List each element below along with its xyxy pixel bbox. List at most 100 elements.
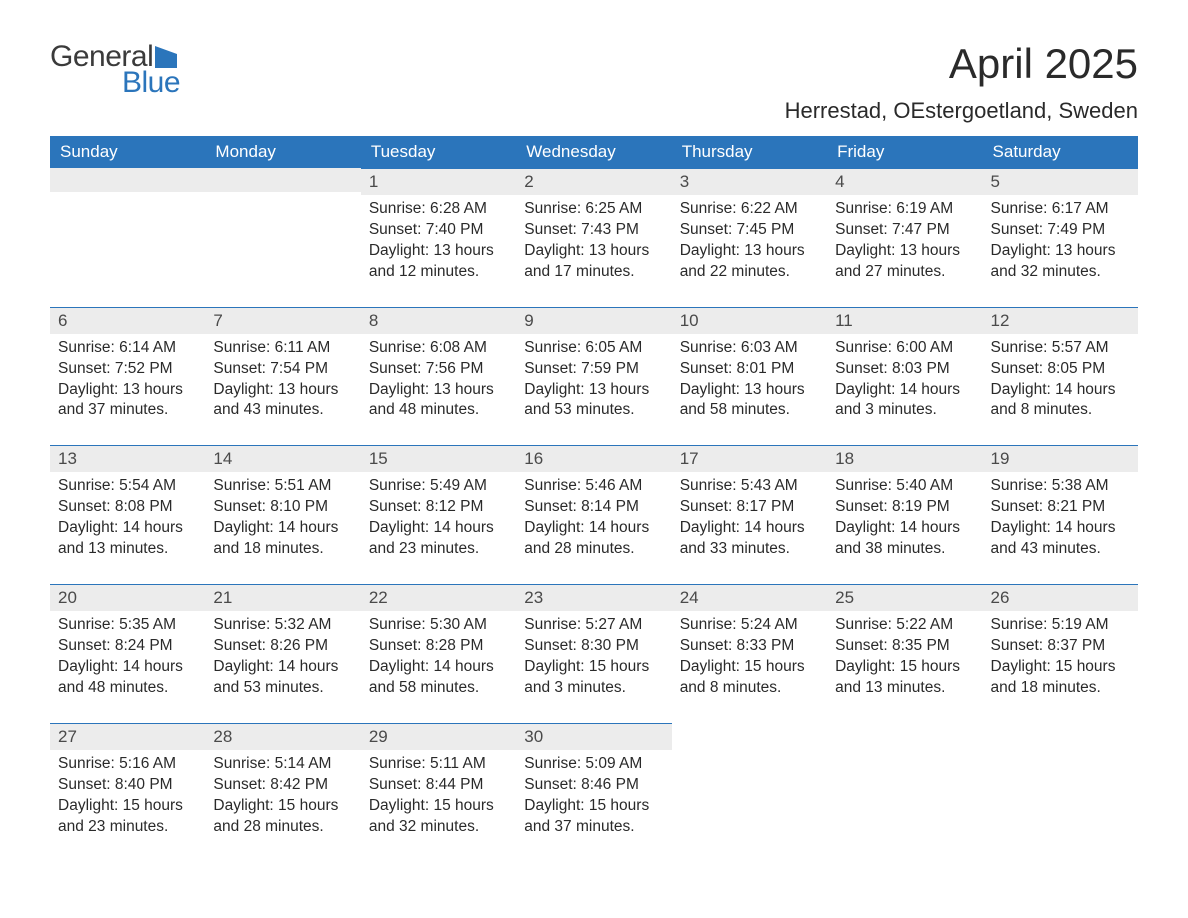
calendar-cell: 17Sunrise: 5:43 AMSunset: 8:17 PMDayligh… <box>672 445 827 578</box>
daylight-text: Daylight: 13 hours <box>58 380 197 401</box>
sunset-text: Sunset: 8:12 PM <box>369 497 508 518</box>
calendar-week-row: 13Sunrise: 5:54 AMSunset: 8:08 PMDayligh… <box>50 445 1138 578</box>
daylight-text: and 58 minutes. <box>680 400 819 421</box>
day-number: 4 <box>827 168 982 195</box>
sunset-text: Sunset: 7:56 PM <box>369 359 508 380</box>
logo: General Blue <box>50 40 180 100</box>
day-details: Sunrise: 5:35 AMSunset: 8:24 PMDaylight:… <box>50 611 205 717</box>
daylight-text: and 23 minutes. <box>369 539 508 560</box>
day-number: 27 <box>50 723 205 750</box>
calendar-cell: 14Sunrise: 5:51 AMSunset: 8:10 PMDayligh… <box>205 445 360 578</box>
daylight-text: and 8 minutes. <box>680 678 819 699</box>
day-details <box>672 747 827 847</box>
daylight-text: and 28 minutes. <box>213 817 352 838</box>
sunrise-text: Sunrise: 6:05 AM <box>524 338 663 359</box>
sunrise-text: Sunrise: 6:00 AM <box>835 338 974 359</box>
calendar-cell <box>983 723 1138 856</box>
sunset-text: Sunset: 8:19 PM <box>835 497 974 518</box>
day-details: Sunrise: 5:27 AMSunset: 8:30 PMDaylight:… <box>516 611 671 717</box>
day-details: Sunrise: 6:17 AMSunset: 7:49 PMDaylight:… <box>983 195 1138 301</box>
calendar-cell: 5Sunrise: 6:17 AMSunset: 7:49 PMDaylight… <box>983 168 1138 301</box>
day-number: 18 <box>827 445 982 472</box>
sunrise-text: Sunrise: 5:38 AM <box>991 476 1130 497</box>
daylight-text: Daylight: 14 hours <box>369 657 508 678</box>
sunset-text: Sunset: 8:30 PM <box>524 636 663 657</box>
day-number: 24 <box>672 584 827 611</box>
sunset-text: Sunset: 7:59 PM <box>524 359 663 380</box>
calendar-week-row: 20Sunrise: 5:35 AMSunset: 8:24 PMDayligh… <box>50 584 1138 717</box>
daylight-text: and 13 minutes. <box>835 678 974 699</box>
calendar-week-row: 6Sunrise: 6:14 AMSunset: 7:52 PMDaylight… <box>50 307 1138 440</box>
daylight-text: Daylight: 15 hours <box>524 657 663 678</box>
sunset-text: Sunset: 7:43 PM <box>524 220 663 241</box>
day-number: 3 <box>672 168 827 195</box>
calendar-body: 1Sunrise: 6:28 AMSunset: 7:40 PMDaylight… <box>50 168 1138 855</box>
daylight-text: and 53 minutes. <box>524 400 663 421</box>
daylight-text: Daylight: 14 hours <box>991 380 1130 401</box>
month-title: April 2025 <box>785 40 1138 88</box>
sunrise-text: Sunrise: 5:32 AM <box>213 615 352 636</box>
sunset-text: Sunset: 8:46 PM <box>524 775 663 796</box>
sunrise-text: Sunrise: 6:08 AM <box>369 338 508 359</box>
day-details: Sunrise: 5:11 AMSunset: 8:44 PMDaylight:… <box>361 750 516 856</box>
day-details: Sunrise: 5:09 AMSunset: 8:46 PMDaylight:… <box>516 750 671 856</box>
day-details: Sunrise: 5:22 AMSunset: 8:35 PMDaylight:… <box>827 611 982 717</box>
day-number: 26 <box>983 584 1138 611</box>
day-number: 19 <box>983 445 1138 472</box>
daylight-text: and 33 minutes. <box>680 539 819 560</box>
day-details <box>827 747 982 847</box>
daylight-text: and 32 minutes. <box>369 817 508 838</box>
sunrise-text: Sunrise: 5:40 AM <box>835 476 974 497</box>
day-number: 5 <box>983 168 1138 195</box>
sunrise-text: Sunrise: 6:19 AM <box>835 199 974 220</box>
day-details: Sunrise: 5:24 AMSunset: 8:33 PMDaylight:… <box>672 611 827 717</box>
daylight-text: and 43 minutes. <box>213 400 352 421</box>
day-details: Sunrise: 5:57 AMSunset: 8:05 PMDaylight:… <box>983 334 1138 440</box>
day-number: 11 <box>827 307 982 334</box>
sunrise-text: Sunrise: 5:14 AM <box>213 754 352 775</box>
daylight-text: and 32 minutes. <box>991 262 1130 283</box>
calendar-cell: 22Sunrise: 5:30 AMSunset: 8:28 PMDayligh… <box>361 584 516 717</box>
sunset-text: Sunset: 8:35 PM <box>835 636 974 657</box>
calendar-cell: 19Sunrise: 5:38 AMSunset: 8:21 PMDayligh… <box>983 445 1138 578</box>
day-details: Sunrise: 6:00 AMSunset: 8:03 PMDaylight:… <box>827 334 982 440</box>
weekday-header: Saturday <box>983 136 1138 168</box>
title-block: April 2025 Herrestad, OEstergoetland, Sw… <box>785 40 1138 124</box>
day-details: Sunrise: 6:05 AMSunset: 7:59 PMDaylight:… <box>516 334 671 440</box>
sunset-text: Sunset: 8:40 PM <box>58 775 197 796</box>
daylight-text: and 48 minutes. <box>58 678 197 699</box>
sunset-text: Sunset: 7:54 PM <box>213 359 352 380</box>
daylight-text: Daylight: 14 hours <box>213 518 352 539</box>
calendar-week-row: 1Sunrise: 6:28 AMSunset: 7:40 PMDaylight… <box>50 168 1138 301</box>
header: General Blue April 2025 Herrestad, OEste… <box>50 40 1138 124</box>
daylight-text: Daylight: 15 hours <box>58 796 197 817</box>
daylight-text: Daylight: 14 hours <box>58 657 197 678</box>
day-number: 20 <box>50 584 205 611</box>
sunrise-text: Sunrise: 5:51 AM <box>213 476 352 497</box>
day-details: Sunrise: 5:46 AMSunset: 8:14 PMDaylight:… <box>516 472 671 578</box>
daylight-text: and 17 minutes. <box>524 262 663 283</box>
day-details: Sunrise: 5:43 AMSunset: 8:17 PMDaylight:… <box>672 472 827 578</box>
day-number: 9 <box>516 307 671 334</box>
sunset-text: Sunset: 8:26 PM <box>213 636 352 657</box>
day-details <box>205 192 360 292</box>
daylight-text: Daylight: 13 hours <box>213 380 352 401</box>
day-number: 25 <box>827 584 982 611</box>
day-number: 14 <box>205 445 360 472</box>
calendar-cell: 10Sunrise: 6:03 AMSunset: 8:01 PMDayligh… <box>672 307 827 440</box>
day-number <box>827 723 982 747</box>
day-number: 28 <box>205 723 360 750</box>
calendar-cell: 28Sunrise: 5:14 AMSunset: 8:42 PMDayligh… <box>205 723 360 856</box>
sunset-text: Sunset: 8:42 PM <box>213 775 352 796</box>
calendar-cell: 4Sunrise: 6:19 AMSunset: 7:47 PMDaylight… <box>827 168 982 301</box>
day-number: 15 <box>361 445 516 472</box>
day-details: Sunrise: 5:16 AMSunset: 8:40 PMDaylight:… <box>50 750 205 856</box>
daylight-text: Daylight: 14 hours <box>835 380 974 401</box>
calendar-cell: 16Sunrise: 5:46 AMSunset: 8:14 PMDayligh… <box>516 445 671 578</box>
day-details: Sunrise: 6:22 AMSunset: 7:45 PMDaylight:… <box>672 195 827 301</box>
calendar-cell: 2Sunrise: 6:25 AMSunset: 7:43 PMDaylight… <box>516 168 671 301</box>
daylight-text: and 13 minutes. <box>58 539 197 560</box>
daylight-text: Daylight: 13 hours <box>369 380 508 401</box>
daylight-text: and 58 minutes. <box>369 678 508 699</box>
calendar-table: Sunday Monday Tuesday Wednesday Thursday… <box>50 136 1138 855</box>
